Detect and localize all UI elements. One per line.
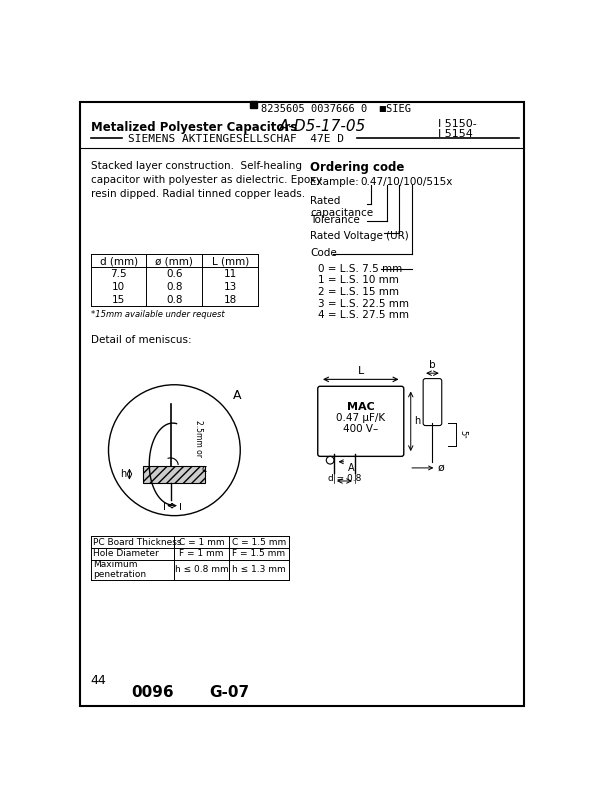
Text: Example:: Example:: [310, 177, 359, 187]
Text: 13: 13: [224, 282, 237, 292]
Text: 0 = L.S. 7.5 mm: 0 = L.S. 7.5 mm: [317, 264, 402, 274]
Text: G-07: G-07: [209, 685, 249, 700]
Text: 1 = L.S. 10 mm: 1 = L.S. 10 mm: [317, 275, 399, 286]
Text: PC Board Thickness: PC Board Thickness: [93, 538, 181, 546]
Text: 15: 15: [112, 295, 125, 306]
Text: d = 0.8: d = 0.8: [328, 474, 361, 483]
Text: SIEMENS AKTIENGESELLSCHAF  47E D: SIEMENS AKTIENGESELLSCHAF 47E D: [128, 134, 344, 145]
Text: 0.8: 0.8: [166, 295, 183, 306]
Text: b: b: [429, 360, 436, 370]
Text: L (mm): L (mm): [211, 256, 249, 266]
Text: ø (mm): ø (mm): [155, 256, 193, 266]
Text: c: c: [201, 465, 207, 474]
Text: h: h: [120, 469, 127, 479]
Text: 10: 10: [112, 282, 125, 292]
Text: 18: 18: [224, 295, 237, 306]
Text: 5ⁿ: 5ⁿ: [459, 430, 468, 439]
Bar: [250, 102, 257, 108]
Text: A: A: [348, 463, 355, 474]
Text: Metalized Polyester Capacitors: Metalized Polyester Capacitors: [91, 121, 297, 134]
FancyBboxPatch shape: [317, 386, 404, 456]
Text: d (mm): d (mm): [100, 256, 138, 266]
Text: Maximum
penetration: Maximum penetration: [93, 560, 146, 579]
Text: A: A: [233, 389, 241, 402]
Text: 0096: 0096: [132, 685, 174, 700]
Text: Rated
capacitance: Rated capacitance: [310, 196, 373, 218]
Text: 44: 44: [91, 674, 107, 686]
Text: 0.6: 0.6: [166, 270, 183, 279]
Text: L: L: [358, 366, 364, 376]
Text: Code: Code: [310, 249, 337, 258]
Text: 7.5: 7.5: [110, 270, 127, 279]
Text: I 5150-: I 5150-: [438, 119, 477, 129]
Text: 0.8: 0.8: [166, 282, 183, 292]
Text: 2.5mm or: 2.5mm or: [194, 420, 203, 457]
Text: Hole Diameter: Hole Diameter: [93, 550, 159, 558]
Text: F = 1.5 mm: F = 1.5 mm: [232, 550, 286, 558]
Text: h ≤ 1.3 mm: h ≤ 1.3 mm: [232, 565, 286, 574]
Text: A-D5-17-05: A-D5-17-05: [279, 119, 366, 134]
Text: C = 1 mm: C = 1 mm: [178, 538, 224, 546]
Text: Detail of meniscus:: Detail of meniscus:: [91, 334, 191, 345]
Text: C = 1.5 mm: C = 1.5 mm: [231, 538, 286, 546]
Text: 400 V–: 400 V–: [343, 424, 378, 434]
Text: 11: 11: [224, 270, 237, 279]
Text: Stacked layer construction.  Self-healing
capacitor with polyester as dielectric: Stacked layer construction. Self-healing…: [91, 162, 322, 199]
Text: MAC: MAC: [347, 402, 375, 413]
Text: h ≤ 0.8 mm: h ≤ 0.8 mm: [174, 565, 229, 574]
Text: h: h: [414, 416, 420, 426]
Text: 4 = L.S. 27.5 mm: 4 = L.S. 27.5 mm: [317, 310, 409, 320]
Text: F = 1 mm: F = 1 mm: [179, 550, 224, 558]
Text: I 5154: I 5154: [438, 129, 473, 139]
Text: ø: ø: [438, 463, 445, 473]
Text: Rated Voltage (UR): Rated Voltage (UR): [310, 230, 409, 241]
Text: 3 = L.S. 22.5 mm: 3 = L.S. 22.5 mm: [317, 298, 409, 309]
Bar: [143, 466, 206, 482]
Text: *15mm available under request: *15mm available under request: [91, 310, 224, 319]
Text: 2 = L.S. 15 mm: 2 = L.S. 15 mm: [317, 287, 399, 297]
FancyBboxPatch shape: [423, 378, 442, 426]
Text: 8235605 0037666 0  ■SIEG: 8235605 0037666 0 ■SIEG: [261, 104, 411, 114]
Text: Ordering code: Ordering code: [310, 162, 405, 174]
Text: 0.47 μF/K: 0.47 μF/K: [336, 414, 385, 423]
Text: Tolerance: Tolerance: [310, 215, 360, 226]
Text: 0.47/10/100/515x: 0.47/10/100/515x: [360, 177, 453, 187]
